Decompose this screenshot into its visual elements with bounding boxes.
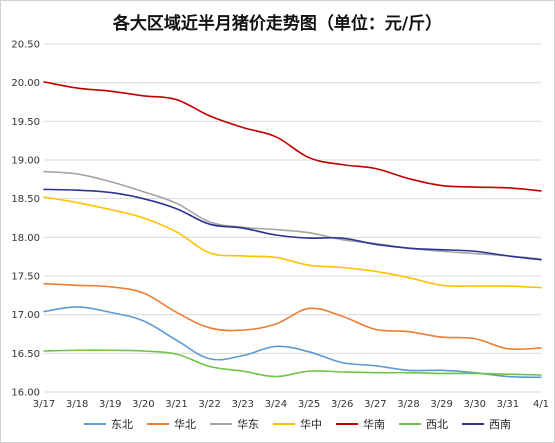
legend-label: 西南 (489, 418, 511, 431)
legend-label: 华东 (237, 417, 259, 431)
x-tick-label: 3/30 (463, 399, 485, 410)
x-tick-label: 3/22 (198, 399, 220, 410)
legend-label: 西北 (426, 418, 448, 431)
x-tick-label: 3/21 (165, 399, 187, 410)
x-tick-label: 3/28 (397, 399, 419, 410)
x-tick-label: 4/1 (533, 399, 549, 410)
legend-label: 华中 (300, 417, 322, 431)
series-line (43, 196, 542, 289)
series-line (43, 349, 542, 378)
x-tick-label: 3/29 (430, 399, 452, 410)
y-tick-label: 16.00 (11, 388, 40, 399)
y-tick-label: 20.50 (11, 40, 40, 51)
chart-title: 各大区域近半月猪价走势图（单位：元/斤） (112, 14, 443, 34)
x-tick-label: 3/25 (298, 399, 320, 410)
legend-label: 华南 (363, 417, 385, 431)
legend: 东北 华北 华东 华中 华南 西北 西南 (84, 417, 511, 431)
series-line (43, 282, 542, 351)
series-line (43, 170, 542, 260)
y-tick-label: 16.50 (11, 349, 40, 360)
legend-label: 华北 (174, 417, 196, 431)
axis-labels: 20.50 20.00 19.50 19.00 18.50 18.00 17.50 17.00… (11, 40, 549, 411)
x-tick-label: 3/27 (364, 399, 386, 410)
y-tick-label: 17.00 (11, 310, 40, 321)
x-tick-label: 3/23 (232, 399, 254, 410)
series-line (43, 306, 542, 379)
x-tick-label: 3/26 (331, 399, 353, 410)
y-tick-label: 19.00 (11, 156, 40, 167)
y-tick-label: 20.00 (11, 78, 40, 89)
x-tick-label: 3/31 (497, 399, 519, 410)
grid-lines (44, 43, 541, 393)
x-tick-label: 3/18 (66, 399, 88, 410)
series-line (43, 81, 542, 192)
x-tick-label: 3/20 (132, 399, 154, 410)
x-tick-label: 3/24 (265, 399, 287, 410)
y-tick-label: 18.50 (11, 194, 40, 205)
y-tick-label: 18.00 (11, 233, 40, 244)
y-tick-label: 19.50 (11, 117, 40, 128)
series-lines (43, 81, 542, 379)
legend-label: 东北 (111, 418, 133, 431)
y-tick-label: 17.50 (11, 272, 40, 283)
x-tick-label: 3/17 (33, 399, 55, 410)
x-tick-label: 3/19 (99, 399, 121, 410)
series-line (43, 188, 542, 261)
